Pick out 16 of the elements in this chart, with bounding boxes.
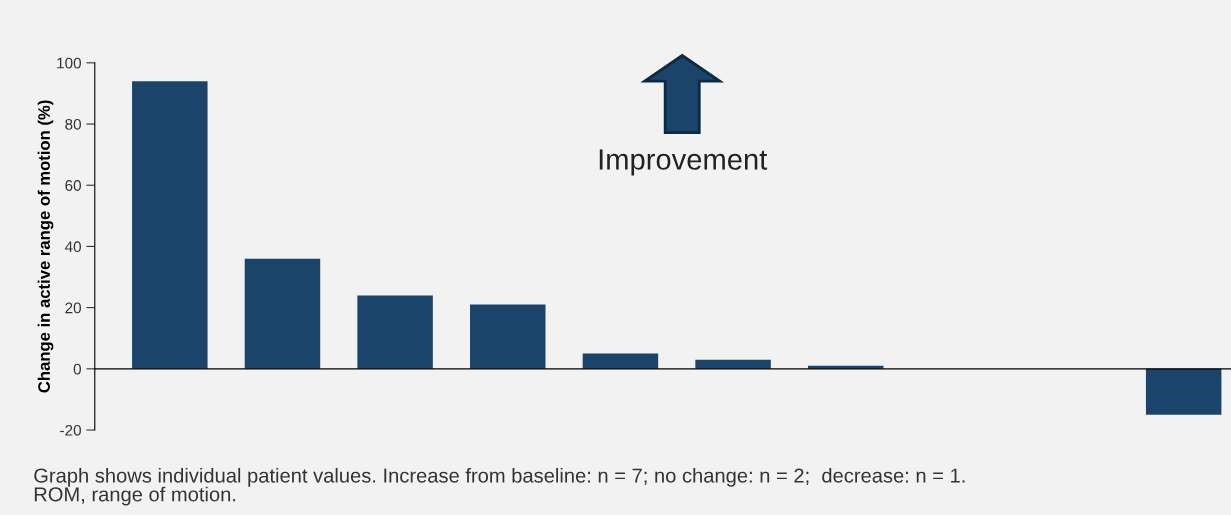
- y-tick-label: -20: [60, 424, 81, 436]
- y-axis-title: Change in active range of motion (%): [37, 100, 54, 393]
- bar: [582, 353, 659, 369]
- text: Graph shows individual patient values. Increase from baseline: n = 7; no change: n = 2; decrease: n = 1. ROM, range of motion.: [34, 467, 965, 506]
- y-tick-label: 100: [57, 57, 81, 69]
- y-tick-label: 80: [65, 118, 81, 130]
- y-tick-label: 40: [64, 241, 81, 253]
- bar: [470, 304, 546, 369]
- annotation: Improvement: [599, 149, 768, 176]
- bar: [1145, 368, 1222, 415]
- y-tick-label: 0: [73, 363, 81, 375]
- bar: [244, 258, 321, 369]
- y-tick-label: 20: [65, 302, 81, 314]
- y-tick-label: 60: [65, 180, 81, 191]
- bar: [357, 295, 433, 369]
- bar: [132, 81, 208, 369]
